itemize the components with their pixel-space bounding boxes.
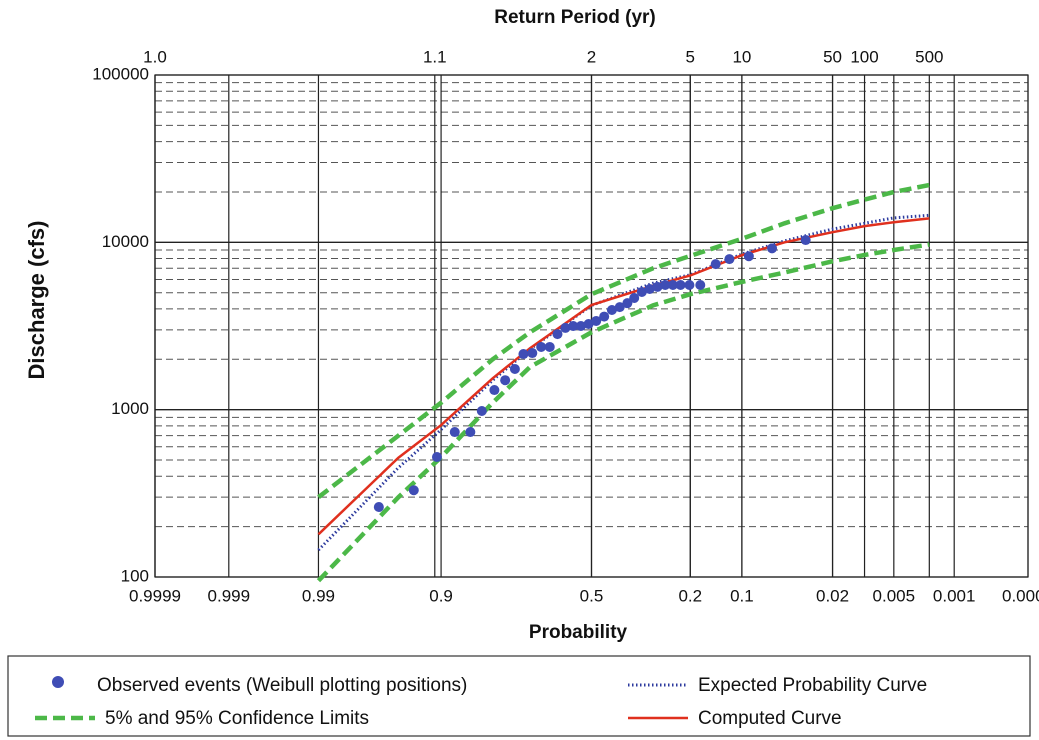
observed-point [660, 279, 671, 290]
observed-point [544, 341, 555, 352]
x-tick-label: 0.005 [873, 586, 916, 605]
observed-point [408, 485, 419, 496]
y-tick-label: 10000 [102, 232, 149, 251]
x-tick-label: 0.001 [933, 586, 976, 605]
x-tick-label: 0.999 [208, 586, 251, 605]
observed-point [560, 322, 571, 333]
observed-point [684, 279, 695, 290]
observed-point [518, 349, 529, 360]
observed-point [667, 279, 678, 290]
x-tick-label: 0.2 [678, 586, 702, 605]
observed-point [591, 315, 602, 326]
observed-point [800, 235, 811, 246]
observed-point [614, 302, 625, 313]
observed-point [527, 348, 538, 359]
x-tick-label: 0.5 [580, 586, 604, 605]
curve [317, 182, 930, 499]
curve [317, 213, 930, 552]
observed-point [476, 405, 487, 416]
observed-point [743, 251, 754, 262]
observed-point [500, 375, 511, 386]
observed-point [767, 243, 778, 254]
x2-tick-label: 5 [686, 47, 695, 66]
x2-tick-label: 1.0 [143, 47, 167, 66]
observed-point [449, 427, 460, 438]
observed-point [568, 321, 579, 332]
observed-point [536, 341, 547, 352]
observed-point [652, 281, 663, 292]
observed-point [644, 284, 655, 295]
legend-label: Expected Probability Curve [698, 675, 927, 696]
observed-point [724, 254, 735, 265]
x-tick-label: 0.9999 [129, 586, 181, 605]
observed-point [489, 385, 500, 396]
observed-point [675, 279, 686, 290]
x2-tick-label: 10 [732, 47, 751, 66]
observed-point [431, 452, 442, 463]
legend-marker [52, 676, 64, 688]
x-tick-label: 0.02 [816, 586, 849, 605]
observed-point [629, 292, 640, 303]
observed-point [465, 427, 476, 438]
legend-label: Observed events (Weibull plotting positi… [97, 675, 467, 696]
y-axis-title: Discharge (cfs) [24, 221, 49, 380]
x-tick-label: 0.9 [429, 586, 453, 605]
y-tick-label: 1000 [111, 399, 149, 418]
x-tick-label: 0.99 [302, 586, 335, 605]
observed-point [710, 259, 721, 270]
curve-lower [316, 242, 930, 583]
observed-point [509, 363, 520, 374]
y-tick-label: 100 [121, 566, 149, 585]
x2-tick-label: 50 [823, 47, 842, 66]
legend-box [7, 655, 1031, 737]
x2-tick-label: 2 [587, 47, 596, 66]
y-tick-label: 100000 [92, 64, 149, 83]
observed-point [636, 286, 647, 297]
observed-point [695, 279, 706, 290]
x2-axis-title: Return Period (yr) [494, 7, 656, 28]
x2-tick-label: 100 [850, 47, 878, 66]
x2-tick-label: 1.1 [423, 47, 447, 66]
legend-label: 5% and 95% Confidence Limits [105, 708, 369, 729]
observed-point [552, 329, 563, 340]
observed-point [373, 502, 384, 513]
observed-point [575, 321, 586, 332]
observed-point [622, 298, 633, 309]
x-axis-title: Probability [529, 622, 628, 643]
observed-point [606, 305, 617, 316]
legend-label: Computed Curve [698, 708, 842, 729]
observed-point [583, 319, 594, 330]
x-tick-label: 0.1 [730, 586, 754, 605]
observed-point [599, 311, 610, 322]
x2-tick-label: 500 [915, 47, 943, 66]
